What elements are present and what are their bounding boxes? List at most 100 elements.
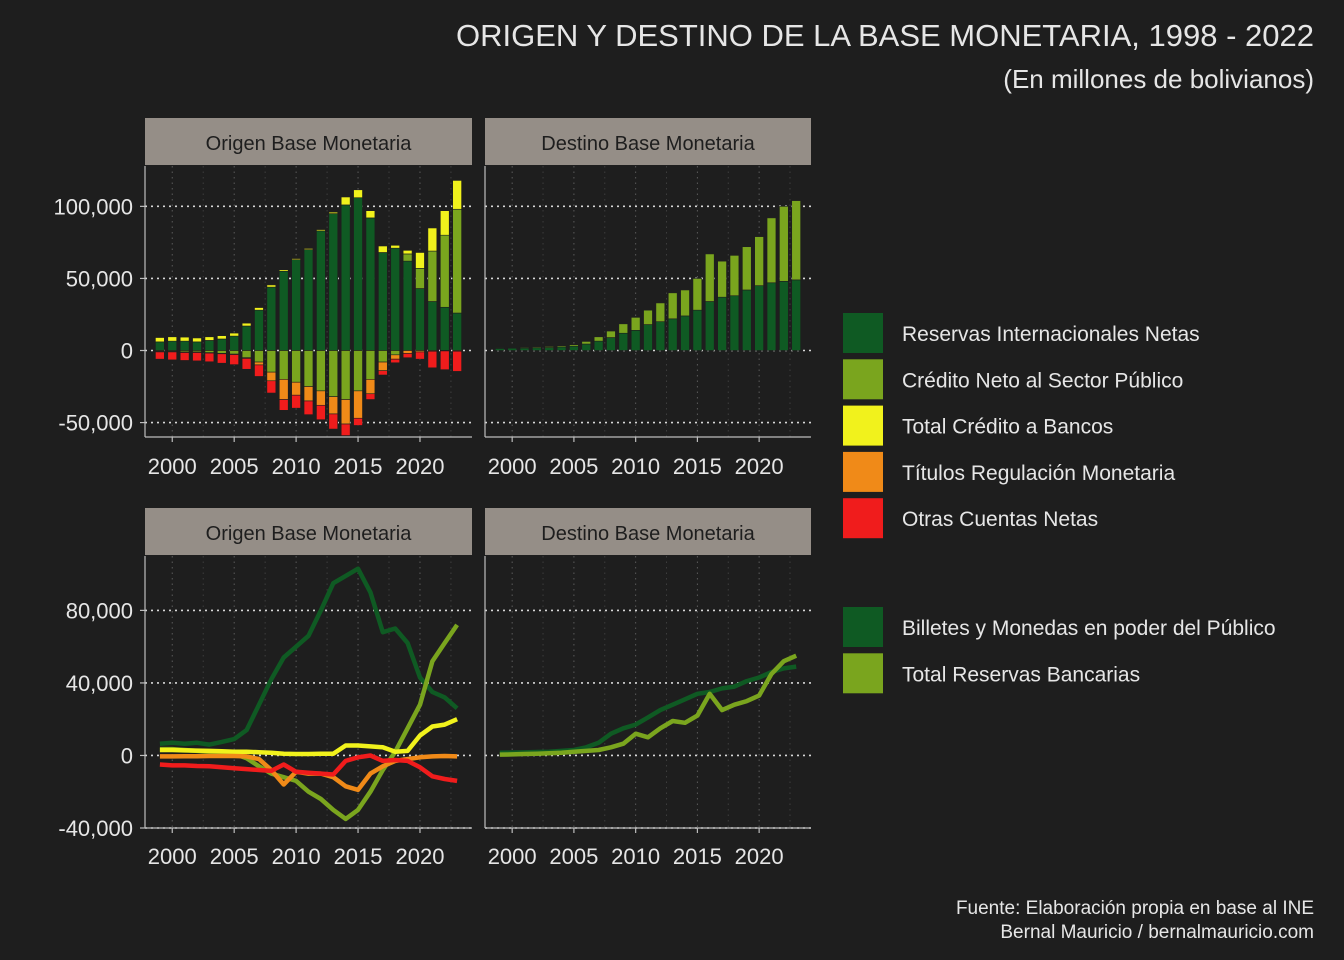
legend-label: Total Crédito a Bancos [902,416,1113,439]
bar-reservas_bancarias [717,260,727,298]
x-tick-label: 2010 [611,844,660,869]
bar-credito_bancos [353,189,363,199]
legend-key-credito_bancos [843,405,883,446]
bar-credito_publico [229,350,239,355]
bar-otras [328,413,339,430]
bar-titulos [266,371,277,382]
bar-billetes [569,345,579,351]
bar-billetes [556,346,567,351]
bar-reservas_bancarias [692,278,703,311]
x-tick-label: 2015 [673,454,722,479]
x-tick-label: 2010 [611,454,660,479]
bar-billetes [593,340,604,351]
bar-titulos [353,390,363,419]
y-tick-label: 40,000 [66,671,133,696]
bar-otras [192,352,202,362]
bar-credito_publico [402,253,413,262]
y-tick-label: 80,000 [66,598,133,623]
facet-strip-label: Destino Base Monetaria [541,133,755,155]
bar-credito_bancos [402,250,413,255]
line-otras [159,753,458,784]
bar-credito_bancos [439,210,450,236]
bar-credito_bancos [266,284,277,288]
bar-reservas [316,230,326,351]
bar-credito_publico [266,350,277,373]
bar-otras [340,423,351,436]
bar-credito_publico [452,208,462,314]
bar-reservas [167,340,178,351]
bar-billetes [754,285,764,351]
x-tick-label: 2000 [148,844,197,869]
y-tick-label: 0 [121,743,133,768]
bar-reservas [415,288,425,351]
line-reservas [159,566,459,747]
bar-credito_publico [390,350,400,356]
bar-billetes [680,315,690,351]
bar-credito_bancos [192,337,202,343]
bar-otras [291,394,301,409]
bar-billetes [643,324,653,351]
legend-key-reservas_bancarias [843,653,883,694]
x-tick-label: 2000 [488,844,537,869]
x-tick-label: 2010 [272,454,321,479]
x-tick-label: 2015 [334,454,383,479]
bar-reservas_bancarias [766,217,777,284]
legend-key-credito_publico [843,359,883,400]
bar-credito_publico [427,250,438,302]
bar-titulos [402,350,413,354]
bar-billetes [766,282,777,351]
bar-credito_bancos [291,258,301,260]
x-tick-label: 2020 [396,844,445,869]
panel-2: Destino Base Monetaria 2000 2005 2010 2015 20… [484,118,811,479]
x-tick-label: 2010 [272,844,321,869]
x-tick-label: 2020 [735,844,784,869]
bar-credito_bancos [229,332,239,337]
bar-reservas_bancarias [495,347,505,349]
bar-reservas [179,340,190,351]
legend-label: Reservas Internacionales Netas [902,323,1200,346]
bar-reservas [303,249,314,351]
facet-strip [485,508,811,555]
bar-reservas_bancarias [532,346,542,349]
bar-credito_bancos [415,252,425,269]
bar-reservas [217,338,227,351]
bar-reservas_bancarias [618,323,629,334]
bar-reservas [254,309,264,351]
panel-1: Origen Base Monetaria -50,000 0 50,000 100,0… [53,118,472,479]
x-tick-label: 2005 [549,844,598,869]
legend-label: Otras Cuentas Netas [902,508,1098,531]
y-tick-label: -50,000 [58,411,133,436]
bar-credito_bancos [278,269,289,272]
x-tick-label: 2020 [396,454,445,479]
bar-otras [229,354,239,365]
bar-otras [365,393,376,400]
legend-top: Reservas Internacionales Netas Crédito Ne… [843,313,1200,539]
bar-credito_publico [365,350,376,380]
bar-credito_publico [204,350,215,353]
panel-4: Destino Base Monetaria 2000 2005 2010 2015 20… [484,508,811,869]
bar-reservas_bancarias [556,345,567,348]
bar-reservas [378,252,388,351]
bar-otras [278,399,289,411]
legend-label: Total Reservas Bancarias [902,663,1140,686]
bar-credito_bancos [155,337,165,343]
bar-credito_bancos [328,211,339,214]
bar-credito_publico [217,350,227,354]
legend-label: Billetes y Monedas en poder del Público [902,617,1276,640]
bar-titulos [390,354,400,360]
bar-otras [155,351,165,360]
bar-otras [266,380,277,394]
x-tick-label: 2005 [549,454,598,479]
bar-otras [204,352,215,363]
bar-otras [378,370,388,376]
bar-reservas_bancarias [519,347,530,349]
bar-billetes [519,347,530,351]
bar-reservas_bancarias [581,341,592,345]
bar-reservas_bancarias [544,346,554,348]
bar-otras [439,350,450,370]
bar-reservas_bancarias [606,330,616,338]
bar-credito_publico [241,350,252,359]
bar-credito_publico [340,350,351,400]
bar-reservas_bancarias [507,347,517,349]
bar-credito_bancos [167,336,178,342]
